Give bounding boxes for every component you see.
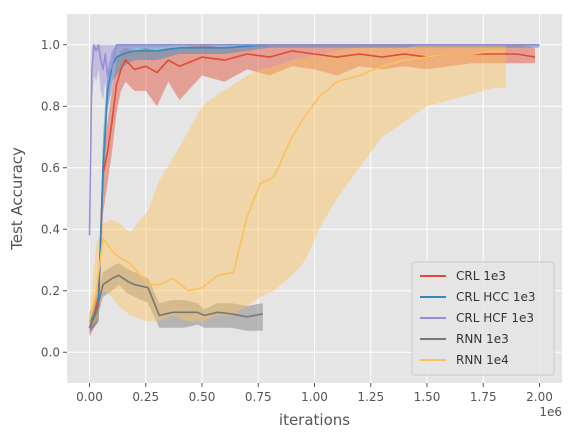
x-tick-label: 0.25 — [132, 390, 159, 404]
legend-label: RNN 1e3 — [456, 332, 509, 346]
y-tick-label: 0.6 — [41, 161, 60, 175]
band-rnn-1e4 — [89, 44, 506, 328]
x-tick-label: 1.00 — [301, 390, 328, 404]
x-tick-label: 1.75 — [470, 390, 497, 404]
y-axis-ticks: 0.0 0.2 0.4 0.6 0.8 1.0 — [41, 38, 67, 359]
legend-box — [411, 261, 555, 376]
band-rnn-1e3 — [89, 263, 263, 334]
legend-label: CRL 1e3 — [456, 269, 506, 283]
line-rnn-1e3 — [88, 274, 263, 329]
x-tick-label: 0.50 — [189, 390, 216, 404]
y-tick-label: 1.0 — [41, 38, 60, 52]
x-tick-label: 2.00 — [526, 390, 553, 404]
x-axis-offset-text: 1e6 — [539, 405, 562, 419]
y-tick-label: 0.2 — [41, 284, 60, 298]
x-tick-label: 0.75 — [245, 390, 272, 404]
y-tick-label: 0.4 — [41, 222, 60, 236]
band-crl-1e3 — [89, 44, 535, 337]
x-tick-label: 1.25 — [357, 390, 384, 404]
legend-label: CRL HCF 1e3 — [456, 311, 534, 325]
x-axis-label: iterations — [279, 411, 350, 429]
legend: CRL 1e3 CRL HCC 1e3 CRL HCF 1e3 RNN 1e3 RNN … — [411, 261, 555, 376]
y-tick-label: 0.0 — [41, 345, 60, 359]
y-tick-label: 0.8 — [41, 99, 60, 113]
confidence-bands — [89, 44, 540, 337]
line-rnn-1e4 — [88, 50, 506, 322]
legend-label: CRL HCC 1e3 — [456, 290, 535, 304]
x-axis-ticks: 0.00 0.25 0.50 0.75 1.00 1.25 1.50 1.75 2.00 — [76, 383, 553, 404]
x-tick-label: 1.50 — [414, 390, 441, 404]
line-crl-hcf-1e3 — [88, 43, 540, 236]
legend-label: RNN 1e4 — [456, 353, 509, 367]
x-tick-label: 0.00 — [76, 390, 103, 404]
series-lines — [88, 43, 540, 329]
y-axis-label: Test Accuracy — [8, 147, 26, 251]
